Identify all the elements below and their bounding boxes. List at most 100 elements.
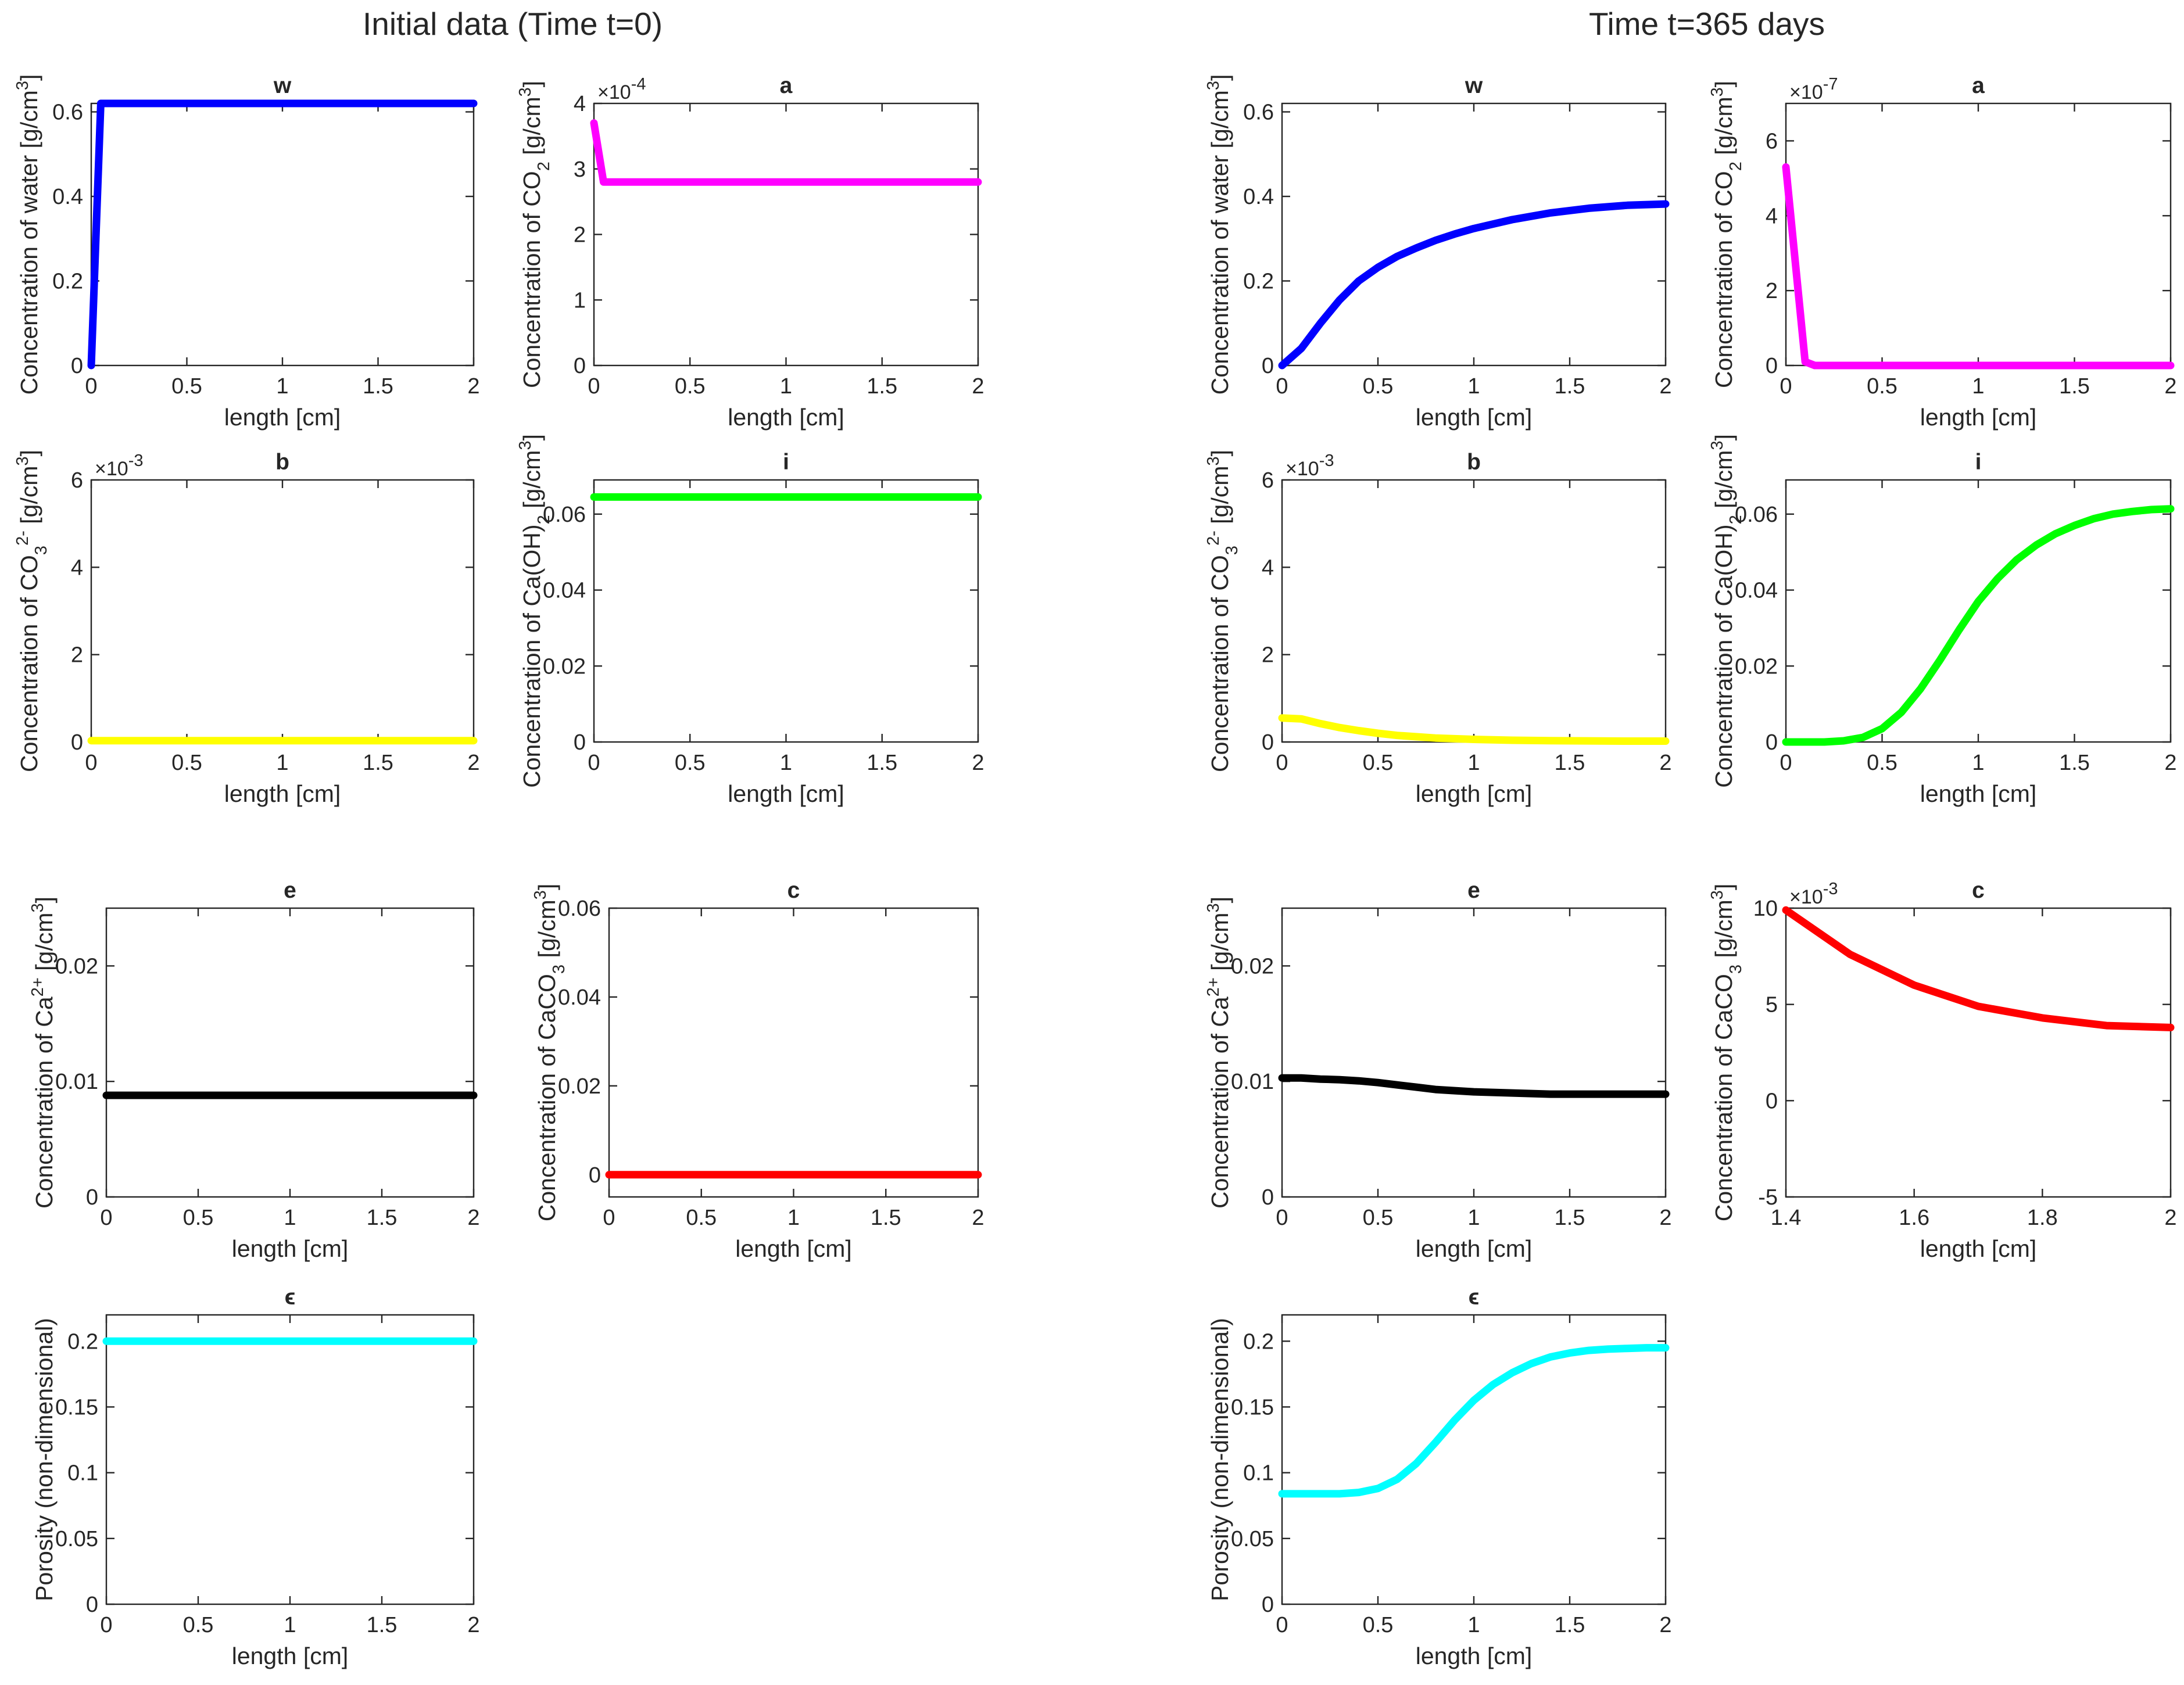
y-tick-label: 0 <box>1766 1089 1778 1113</box>
y-tick-label: 0 <box>1262 1593 1274 1617</box>
x-tick-label: 2 <box>467 1613 479 1637</box>
x-tick-label: 1 <box>780 374 792 399</box>
subplot-t365-i: 0 0.5 1 1.5 2 0 0.02 0.04 0.06 i length [cm] Concen… <box>1708 434 2177 807</box>
y-tick-label: 0.01 <box>1231 1070 1274 1094</box>
x-tick-label: 0.5 <box>1363 1613 1394 1637</box>
y-tick-label: 0.4 <box>52 185 83 209</box>
y-tick-label: 0.02 <box>1231 954 1274 978</box>
subplot-title: a <box>780 73 793 98</box>
x-tick-label: 1.5 <box>867 374 897 399</box>
subplot-t365-a: 0 0.5 1 1.5 2 0 2 4 6 a length [cm] Concentration o… <box>1708 73 2177 431</box>
subplot-title: e <box>284 878 296 903</box>
x-tick-label: 2 <box>467 751 479 775</box>
y-tick-label: 0 <box>86 1593 98 1617</box>
x-tick-label: 0.5 <box>183 1613 214 1637</box>
x-tick-label: 1 <box>1467 1206 1480 1230</box>
x-tick-label: 0.5 <box>171 751 202 775</box>
plot-area <box>1785 102 2172 367</box>
y-axis-exponent: ×10-4 <box>597 75 646 103</box>
plot-area <box>90 479 475 743</box>
series-line-a <box>590 119 982 186</box>
y-tick-label: -5 <box>1758 1185 1778 1210</box>
subplot-title: a <box>1972 73 1985 98</box>
series-line-w <box>87 99 478 370</box>
plot-area <box>1785 479 2172 743</box>
x-axis-label: length [cm] <box>1920 1235 2037 1262</box>
series-line-c <box>1782 906 2175 1031</box>
x-tick-label: 2 <box>1659 751 1671 775</box>
x-tick-label: 1 <box>284 1613 296 1637</box>
plot-area <box>1281 102 1667 367</box>
x-tick-label: 1.8 <box>2027 1206 2058 1230</box>
x-axis-label: length [cm] <box>1416 780 1533 807</box>
x-tick-label: 1.5 <box>2059 374 2090 399</box>
y-tick-label: 0.02 <box>1735 654 1778 679</box>
x-axis-label: length [cm] <box>1416 1643 1533 1669</box>
y-tick-label: 0.02 <box>543 654 586 679</box>
y-tick-label: 4 <box>1262 555 1274 580</box>
x-tick-label: 1.5 <box>1555 374 1585 399</box>
x-tick-label: 1.5 <box>1555 1206 1585 1230</box>
x-axis-label: length [cm] <box>735 1235 852 1262</box>
subplot-title: ϵ <box>1469 1285 1480 1310</box>
subplot-t365-b: 0 0.5 1 1.5 2 0 2 4 6 b length [cm] Concentration o… <box>1204 450 1672 807</box>
x-tick-label: 0.5 <box>686 1206 717 1230</box>
series-line-w <box>1278 200 1670 370</box>
y-axis-label: Concentration of CO2 [g/cm3] <box>516 81 553 388</box>
plot-area <box>1281 907 1667 1198</box>
x-axis-label: length [cm] <box>232 1643 349 1669</box>
x-axis-label: length [cm] <box>1920 780 2037 807</box>
y-tick-label: 0 <box>574 354 586 378</box>
series-line-i <box>1782 505 2175 746</box>
subplot-title: c <box>787 878 800 903</box>
y-tick-label: 0.04 <box>1735 579 1778 603</box>
x-tick-label: 2 <box>1659 374 1671 399</box>
subplot-t0-w: 0 0.5 1 1.5 2 0 0.2 0.4 0.6 w length [cm] Concentra… <box>13 73 480 431</box>
x-tick-label: 0 <box>603 1206 615 1230</box>
x-tick-label: 1 <box>1467 374 1480 399</box>
y-axis-exponent: ×10-3 <box>95 451 143 480</box>
x-tick-label: 2 <box>972 1206 984 1230</box>
x-tick-label: 1.4 <box>1771 1206 1802 1230</box>
y-axis-label: Concentration of CaCO3 [g/cm3] <box>1708 884 1745 1221</box>
x-axis-label: length [cm] <box>1920 404 2037 431</box>
y-tick-label: 2 <box>1262 643 1274 668</box>
x-tick-label: 1.5 <box>871 1206 901 1230</box>
x-tick-label: 0.5 <box>1363 374 1394 399</box>
y-tick-label: 0.06 <box>558 897 601 921</box>
subplot-title: e <box>1467 878 1480 903</box>
x-tick-label: 0 <box>1276 1613 1288 1637</box>
x-tick-label: 1.6 <box>1899 1206 1929 1230</box>
x-tick-label: 1 <box>276 751 288 775</box>
y-tick-label: 0.02 <box>558 1074 601 1099</box>
subplot-t0-c: 0 0.5 1 1.5 2 0 0.02 0.04 0.06 c length [cm] Concen… <box>531 878 984 1262</box>
x-tick-label: 0.5 <box>1867 751 1897 775</box>
y-tick-label: 0.6 <box>52 101 83 125</box>
x-tick-label: 1.5 <box>367 1613 398 1637</box>
y-tick-label: 0 <box>589 1163 601 1188</box>
subplot-t365-e: 0 0.5 1 1.5 2 0 0.01 0.02 e length [cm] Concentrat… <box>1204 878 1672 1262</box>
y-tick-label: 0.1 <box>67 1461 98 1486</box>
x-axis-label: length [cm] <box>1416 404 1533 431</box>
y-tick-label: 0.06 <box>1735 503 1778 527</box>
y-axis-label: Concentration of Ca2+ [g/cm3] <box>28 897 58 1209</box>
subplot-t0-i: 0 0.5 1 1.5 2 0 0.02 0.04 0.06 i length [cm] Concen… <box>516 434 984 807</box>
y-tick-label: 6 <box>71 468 83 493</box>
plot-area <box>593 479 979 743</box>
subplot-title: c <box>1972 878 1985 903</box>
y-axis-exponent: ×10-7 <box>1789 75 1838 103</box>
y-tick-label: 0 <box>71 730 83 755</box>
plot-area <box>105 1314 475 1605</box>
x-tick-label: 1.5 <box>363 751 393 775</box>
y-tick-label: 2 <box>71 643 83 668</box>
x-tick-label: 2 <box>467 374 479 399</box>
x-tick-label: 0 <box>100 1613 112 1637</box>
x-tick-label: 0.5 <box>183 1206 214 1230</box>
subplot-title: ϵ <box>285 1285 296 1310</box>
y-tick-label: 2 <box>574 223 586 248</box>
y-tick-label: 0.02 <box>55 954 98 978</box>
x-tick-label: 2 <box>1659 1206 1671 1230</box>
x-tick-label: 2 <box>972 751 984 775</box>
x-tick-label: 1.5 <box>867 751 897 775</box>
y-tick-label: 5 <box>1766 993 1778 1017</box>
